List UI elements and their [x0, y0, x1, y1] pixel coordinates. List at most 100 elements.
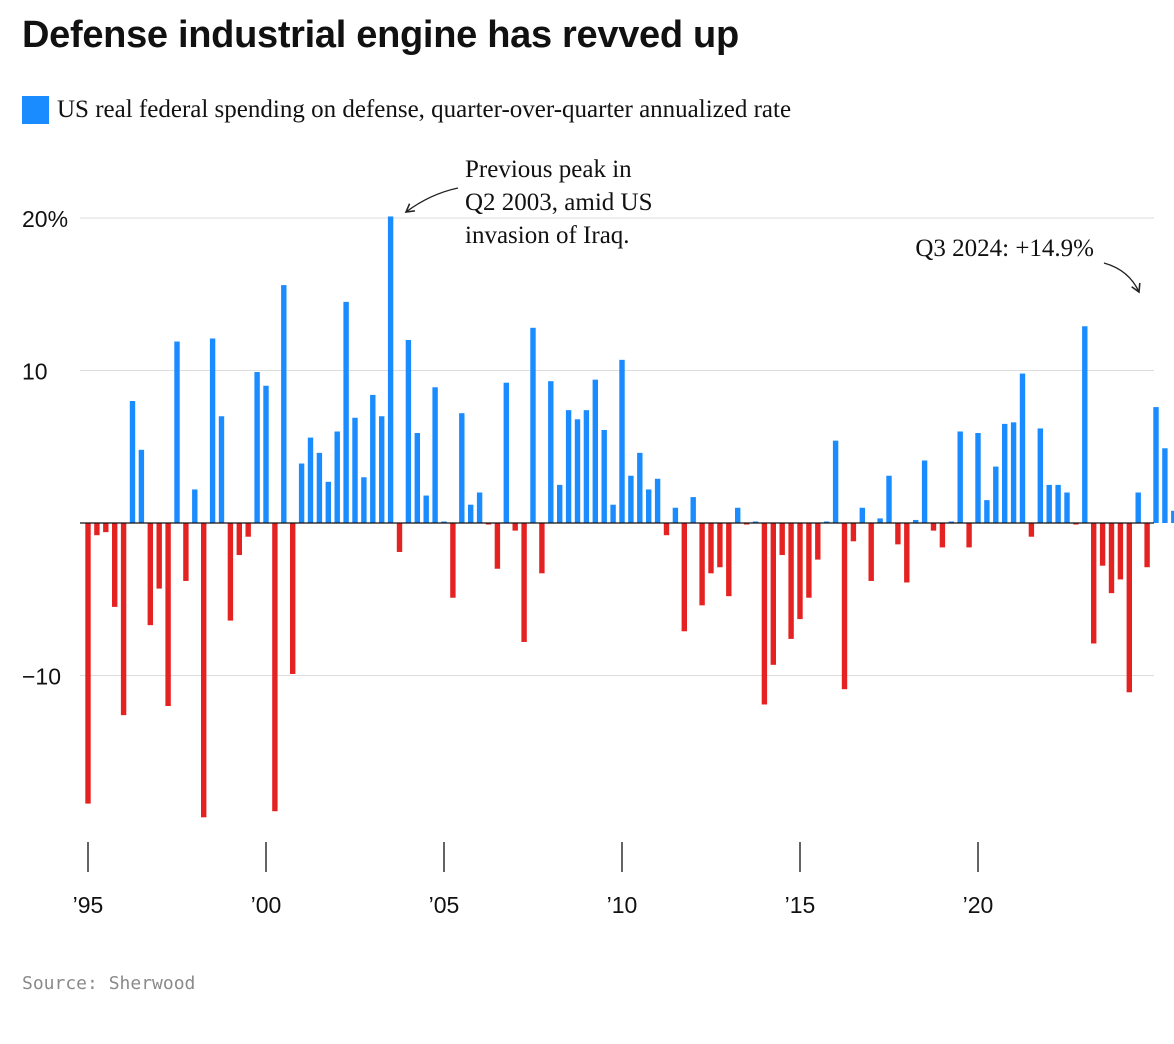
- x-axis: ’95 ’00 ’05 ’10 ’15 ’20: [73, 842, 993, 918]
- bar: [654, 478, 661, 523]
- bar: [432, 387, 438, 523]
- bar: [1082, 326, 1088, 523]
- bar: [637, 452, 643, 523]
- bar: [209, 338, 216, 524]
- bar: [975, 433, 981, 523]
- bar: [103, 523, 109, 533]
- bar: [414, 433, 420, 523]
- bar: [334, 431, 340, 523]
- bar: [218, 416, 225, 523]
- bar: [1162, 448, 1168, 523]
- bar: [610, 504, 616, 523]
- bar: [966, 523, 972, 548]
- bar: [476, 492, 483, 523]
- bar: [459, 413, 465, 523]
- bar: [450, 523, 456, 598]
- bar: [628, 475, 634, 523]
- bar: [663, 523, 670, 536]
- bar: [1055, 484, 1061, 524]
- bar: [1046, 484, 1052, 524]
- bar: [948, 521, 954, 524]
- bar: [387, 216, 394, 523]
- bar: [939, 523, 946, 548]
- source-note: Source: Sherwood: [22, 973, 196, 994]
- bar: [592, 379, 598, 523]
- bar: [815, 523, 821, 560]
- bar: [743, 523, 750, 525]
- bar: [521, 523, 527, 642]
- bars: [80, 216, 1174, 818]
- bar: [921, 460, 928, 523]
- bar: [352, 417, 358, 523]
- legend-label: US real federal spending on defense, qua…: [57, 96, 792, 123]
- bar: [1091, 523, 1097, 644]
- bar: [423, 495, 429, 523]
- x-tick-label: ’00: [251, 892, 282, 918]
- bar: [379, 416, 385, 523]
- bar: [832, 440, 839, 523]
- bar: [1108, 523, 1115, 594]
- bar: [512, 523, 518, 531]
- bar: [441, 521, 447, 524]
- bar: [290, 523, 296, 674]
- bar: [1019, 373, 1026, 523]
- bar: [779, 523, 785, 556]
- bar: [681, 523, 687, 632]
- annotation-text: Q3 2024: +14.9%: [915, 235, 1094, 262]
- bar: [227, 523, 234, 621]
- bar: [1144, 523, 1150, 568]
- bar: [913, 519, 919, 523]
- bar: [468, 504, 474, 523]
- bar: [85, 523, 91, 804]
- bar: [984, 500, 990, 524]
- bar: [1002, 423, 1008, 524]
- bar: [129, 401, 136, 523]
- bar: [192, 489, 198, 523]
- bar: [112, 523, 118, 607]
- bar: [752, 521, 759, 524]
- bar: [1010, 422, 1017, 523]
- bar: [138, 449, 145, 523]
- bar: [930, 523, 937, 531]
- bar: [868, 523, 874, 581]
- legend: US real federal spending on defense, qua…: [22, 94, 791, 126]
- bar: [904, 523, 910, 583]
- bar: [886, 475, 892, 523]
- bar: [396, 523, 403, 552]
- bar: [281, 285, 287, 523]
- bar: [370, 394, 376, 523]
- bar: [263, 385, 269, 523]
- annotation-text: Previous peak in: [465, 156, 632, 183]
- bar: [1171, 510, 1174, 523]
- bar: [993, 466, 999, 523]
- bar: [494, 523, 501, 569]
- bar: [120, 523, 127, 716]
- annotation-arrow: [404, 187, 459, 213]
- bar: [1028, 523, 1035, 537]
- bar: [1153, 407, 1159, 523]
- bar: [859, 507, 865, 523]
- bar: [272, 523, 278, 812]
- bar: [646, 489, 652, 523]
- bar: [183, 523, 189, 581]
- bar: [761, 523, 768, 705]
- bar: [539, 523, 545, 574]
- legend-swatch: [22, 96, 49, 124]
- annotations: Previous peak in Q2 2003, amid US invasion…: [404, 156, 1141, 294]
- bar: [806, 523, 812, 598]
- bar: [156, 523, 162, 589]
- bar: [485, 523, 492, 525]
- bar: [824, 521, 830, 524]
- bar: [94, 523, 100, 536]
- x-tick-label: ’05: [429, 892, 460, 918]
- annotation-text: invasion of Iraq.: [465, 222, 630, 249]
- annotation-arrow: [1103, 262, 1141, 294]
- chart-title: Defense industrial engine has revved up: [22, 14, 739, 56]
- bar: [797, 523, 803, 620]
- bar: [1135, 492, 1141, 523]
- bar: [174, 341, 180, 523]
- bar: [557, 484, 563, 524]
- bar: [601, 429, 607, 523]
- bar: [361, 477, 367, 523]
- bar: [307, 437, 314, 523]
